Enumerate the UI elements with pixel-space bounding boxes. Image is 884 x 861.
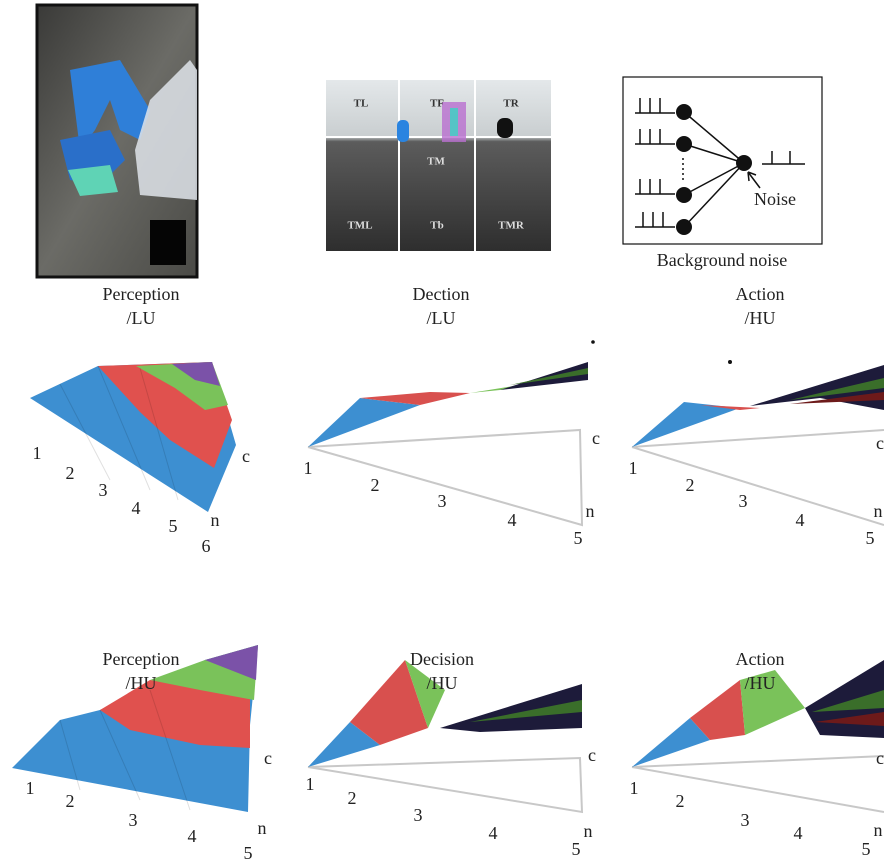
axis-tick-label: 3 [741, 810, 750, 830]
axis-tick-label: 4 [508, 510, 517, 530]
axis-tick-label: 4 [132, 498, 141, 518]
axis-label: c [264, 748, 272, 768]
caption: Dection [413, 284, 470, 304]
axis-tick-label: 3 [414, 805, 423, 825]
axis-tick-label: 1 [26, 778, 35, 798]
axis-tick-label: 2 [676, 791, 685, 811]
axis-label: n [586, 501, 595, 521]
axis-tick-label: 1 [33, 443, 42, 463]
caption: /HU [745, 308, 776, 328]
axis-tick-label: 4 [796, 510, 805, 530]
region-label: TR [503, 98, 519, 110]
region-label: TMR [498, 220, 525, 232]
panel-title: /HU [745, 673, 776, 693]
axis-tick-label: 1 [630, 778, 639, 798]
axis-label: c [592, 428, 600, 448]
axis-tick-label: 3 [438, 491, 447, 511]
axis-tick-label: 5 [862, 839, 871, 859]
axis-label: n [874, 820, 883, 840]
axis-tick-label: 5 [244, 843, 253, 861]
axis-tick-label: 2 [686, 475, 695, 495]
panel-title: Perception [103, 649, 180, 669]
axis-label: n [874, 501, 883, 521]
axis-tick-label: 2 [371, 475, 380, 495]
diagram-title: Background noise [657, 250, 787, 270]
panel-title: /HU [126, 673, 157, 693]
figure: Perception /LU TL TF TR TM TML Tb TMR De… [0, 0, 884, 861]
axis-label: c [876, 433, 884, 453]
region-label: TML [347, 220, 372, 232]
caption: /LU [427, 308, 456, 328]
surface [12, 645, 258, 812]
region-label: TM [427, 156, 445, 168]
region-label: Tb [430, 220, 443, 232]
axis-tick-label: 5 [169, 516, 178, 536]
axis-tick-label: 4 [489, 823, 498, 843]
axis-tick-label: 4 [188, 826, 197, 846]
axis-tick-label: 3 [99, 480, 108, 500]
axis-label: c [876, 748, 884, 768]
panel-title: Decision [410, 649, 474, 669]
axis-tick-label: 4 [794, 823, 803, 843]
noise-diagram [623, 77, 822, 244]
region-label: TL [354, 98, 369, 110]
surface [30, 362, 236, 512]
axis-tick-label: 5 [866, 528, 875, 548]
panel-title: /HU [427, 673, 458, 693]
axis-tick-label: 3 [129, 810, 138, 830]
diagram-label: Noise [754, 189, 796, 209]
axis-label: c [588, 745, 596, 765]
caption: Perception [103, 284, 180, 304]
surface [308, 340, 595, 525]
photo [37, 5, 197, 277]
caption: Action [736, 284, 785, 304]
axis-tick-label: 2 [66, 463, 75, 483]
axis-label: n [211, 510, 220, 530]
axis-tick-label: 2 [348, 788, 357, 808]
axis-label: n [584, 821, 593, 841]
region-label: TF [430, 98, 444, 110]
surface [632, 360, 884, 525]
axis-tick-label: 5 [574, 528, 583, 548]
axis-tick-label: 3 [739, 491, 748, 511]
axis-tick-label: 5 [572, 839, 581, 859]
axis-label: n [258, 818, 267, 838]
caption: /LU [127, 308, 156, 328]
panel-title: Action [736, 649, 785, 669]
axis-tick-label: 1 [629, 458, 638, 478]
axis-tick-label: 1 [304, 458, 313, 478]
axis-tick-label: 6 [202, 536, 211, 556]
axis-tick-label: 1 [306, 774, 315, 794]
axis-label: c [242, 446, 250, 466]
axis-tick-label: 2 [66, 791, 75, 811]
